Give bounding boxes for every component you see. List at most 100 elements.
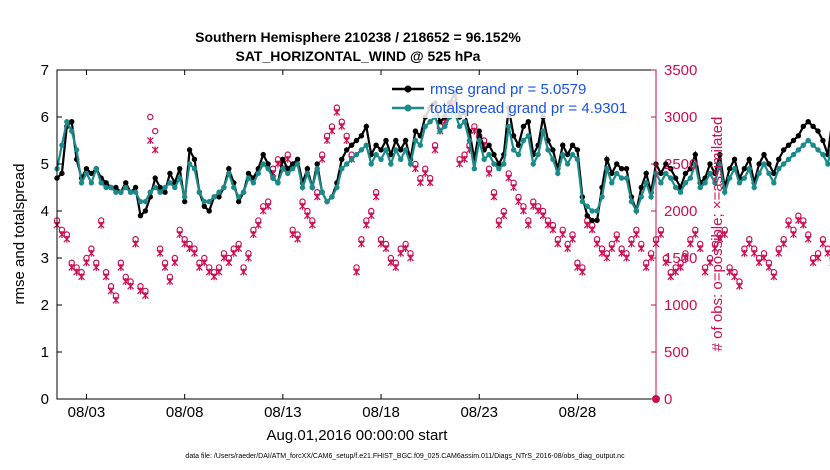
- obs-assimilated-point: [637, 245, 645, 253]
- obs-assimilated-point: [303, 212, 311, 220]
- obs-assimilated-point: [245, 254, 252, 262]
- y-axis-left-label: rmse and totalspread: [11, 164, 28, 305]
- totalspread-point: [530, 161, 536, 167]
- totalspread-point: [226, 170, 232, 177]
- totalspread-point: [162, 184, 168, 191]
- totalspread-point: [471, 166, 478, 172]
- rmse-point: [550, 147, 556, 153]
- totalspread-point: [260, 161, 266, 167]
- legend-box: [390, 78, 650, 118]
- rmse-point: [132, 184, 139, 191]
- rmse-point: [771, 170, 777, 177]
- rmse-point: [378, 147, 384, 153]
- rmse-point: [113, 184, 119, 191]
- obs-assimilated-point: [819, 240, 827, 248]
- totalspread-point: [270, 175, 276, 181]
- totalspread-point: [756, 170, 762, 177]
- totalspread-point: [810, 142, 816, 148]
- rmse-point: [668, 166, 674, 172]
- rmse-point: [476, 128, 482, 134]
- totalspread-point: [702, 180, 708, 186]
- rmse-point: [658, 170, 664, 177]
- totalspread-point: [319, 189, 325, 195]
- obs-assimilated-point: [392, 263, 400, 271]
- obs-assimilated-point: [588, 226, 596, 234]
- obs-assimilated-point: [357, 240, 365, 248]
- obs-assimilated-point: [333, 108, 341, 116]
- obs-assimilated-point: [804, 235, 812, 243]
- rmse-point: [800, 123, 806, 130]
- totalspread-point: [437, 128, 443, 134]
- obs-assimilated-point: [426, 179, 434, 187]
- totalspread-point: [805, 137, 811, 144]
- rmse-point: [437, 119, 443, 125]
- rmse-point: [746, 156, 752, 162]
- obs-assimilated-point: [770, 273, 778, 281]
- y-left-tick-label: 2: [41, 297, 49, 314]
- rmse-point: [402, 137, 409, 144]
- totalspread-point: [123, 184, 129, 191]
- x-tick-label: 08/23: [460, 404, 498, 421]
- totalspread-point: [363, 142, 370, 148]
- obs-assimilated-point: [353, 268, 360, 276]
- rmse-point: [373, 142, 379, 148]
- y-axis-right: 0 500 1000 1500 2000 2500 3000 3500: [651, 62, 697, 408]
- rmse-point: [707, 161, 713, 167]
- obs-assimilated-point: [127, 282, 135, 290]
- totalspread-point: [506, 123, 512, 130]
- rmse-point: [672, 175, 679, 181]
- totalspread-point: [795, 147, 802, 153]
- totalspread-point: [677, 189, 684, 195]
- totalspread-point: [766, 170, 772, 177]
- totalspread-point: [535, 151, 541, 158]
- totalspread-point: [751, 184, 757, 191]
- rmse-point: [162, 189, 168, 195]
- obs-assimilated-point: [750, 249, 758, 257]
- y-right-tick-label: 500: [664, 344, 689, 361]
- obs-assimilated-point: [745, 240, 753, 248]
- rmse-point: [731, 156, 738, 162]
- rmse-point: [294, 156, 301, 162]
- totalspread-point: [393, 147, 399, 153]
- totalspread-point: [491, 161, 497, 167]
- totalspread-point: [501, 161, 507, 167]
- obs-assimilated-point: [686, 240, 694, 248]
- obs-assimilated-point: [736, 282, 743, 290]
- totalspread-point: [196, 189, 203, 195]
- chart-title-line2: SAT_HORIZONTAL_WIND @ 525 hPa: [236, 48, 481, 64]
- totalspread-point: [201, 198, 207, 205]
- totalspread-point: [815, 147, 821, 153]
- rmse-point: [289, 161, 296, 167]
- obs-assimilated-point: [416, 179, 424, 187]
- y-right-tick-label: 3500: [664, 62, 697, 79]
- rmse-point: [692, 151, 698, 158]
- rmse-point: [343, 147, 350, 153]
- totalspread-point: [275, 180, 281, 186]
- obs-assimilated-point: [171, 259, 179, 267]
- y-left-tick-label: 7: [41, 62, 49, 79]
- totalspread-point: [172, 184, 178, 191]
- totalspread-point: [402, 147, 409, 153]
- totalspread-point: [790, 151, 797, 158]
- rmse-point: [589, 217, 595, 224]
- legend-spread-label: totalspread grand pr = 4.9301: [430, 100, 627, 117]
- totalspread-point: [127, 189, 134, 195]
- totalspread-point: [93, 166, 99, 172]
- totalspread-point: [560, 151, 566, 158]
- obs-assimilated-point: [402, 245, 410, 253]
- obs-assimilated-point: [775, 249, 783, 257]
- obs-assimilated-point: [505, 174, 513, 182]
- totalspread-point: [108, 184, 114, 191]
- totalspread-point: [397, 156, 404, 162]
- rmse-point: [496, 161, 502, 167]
- totalspread-point: [103, 184, 109, 191]
- rmse-point: [682, 170, 689, 177]
- totalspread-point: [510, 147, 517, 153]
- obs-assimilated-point: [608, 245, 616, 253]
- totalspread-point: [191, 166, 198, 172]
- totalspread-point: [216, 189, 222, 195]
- totalspread-point: [623, 175, 630, 181]
- obs-assimilated-point: [524, 221, 532, 229]
- rmse-point: [348, 142, 355, 148]
- rmse-point: [785, 142, 792, 148]
